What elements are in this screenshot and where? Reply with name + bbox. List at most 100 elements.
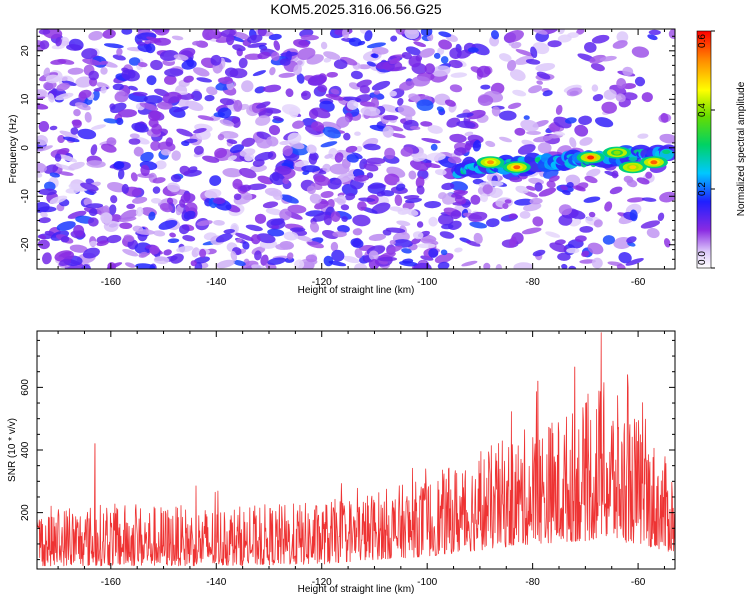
heatmap-cell-noise-196 [234,31,250,40]
heatmap-cell-noise-955 [386,245,403,253]
heatmap-cell-noise-586 [646,227,660,239]
heatmap-cell-noise-659 [176,245,194,253]
heatmap-cell-noise-1039 [615,93,626,103]
heatmap-cell-noise-145 [125,262,136,268]
heatmap-cell-noise-1071 [438,31,452,38]
heatmap-cell-noise-1142 [509,176,523,183]
heatmap-cell-noise-1208 [272,115,283,122]
heatmap-cell-noise-794 [648,29,661,36]
heatmap-cell-noise-1138 [482,184,493,195]
heatmap-cell-noise-973 [565,117,577,124]
heatmap-cell-noise-533 [324,153,334,159]
heatmap-cell-noise-495 [293,234,313,242]
heatmap-cell-noise-199 [578,115,592,126]
heatmap-cell-noise-880 [451,190,468,198]
heatmap-cell-noise-939 [255,115,271,126]
heatmap-cell-noise-824 [401,209,410,215]
heatmap-cell-noise-224 [576,29,585,35]
heatmap-cell-noise-1108 [512,89,527,97]
heatmap-cell-noise-1076 [226,138,238,145]
heatmap-cell-noise-783 [439,231,455,239]
heatmap-cell-noise-1209 [121,69,140,82]
heatmap-cell-noise-383 [86,160,106,168]
heatmap-cell-noise-1112 [323,214,332,226]
heatmap-cell-noise-991 [159,50,179,61]
heatmap-cell-noise-928 [400,146,414,157]
heatmap-cell-noise-956 [575,235,587,243]
heatmap-cell-noise-1183 [287,132,302,144]
heatmap-cell-noise-871 [485,140,496,148]
heatmap-peak-2 [576,151,605,164]
heatmap-cell-noise-931 [592,93,604,102]
heatmap-cell-noise-112 [269,66,276,76]
heatmap-cell-noise-209 [574,124,589,137]
heatmap-cell-noise-1102 [183,210,196,220]
heatmap-cell-noise-303 [247,42,267,48]
heatmap-cell-noise-559 [357,64,371,70]
heatmap-cell-noise-1034 [368,258,380,269]
heatmap-cell-noise-1195 [230,250,238,262]
heatmap-cell-noise-448 [561,263,568,269]
heatmap-cell-noise-522 [532,249,546,257]
heatmap-cell-noise-1158 [223,229,235,234]
heatmap-cell-noise-977 [354,248,363,259]
heatmap-cell-noise-278 [193,67,210,77]
heatmap-cell-noise-556 [590,63,605,72]
heatmap-cell-noise-863 [185,202,198,214]
snr-y-tick-label: 200 [20,504,31,521]
snr-y-ticks: 200 400 600 [20,339,675,561]
heatmap-cell-noise-923 [366,157,386,165]
heatmap-cell-noise-384 [213,219,225,226]
heatmap-cell-noise-566 [176,128,193,137]
heatmap-cell-noise-1212 [520,119,539,132]
heatmap-cell-noise-208 [523,115,530,121]
heatmap-cell-noise-1001 [301,90,311,101]
heatmap-cell-noise-1106 [346,99,359,111]
heatmap-cell-noise-895 [55,36,62,47]
heatmap-cell-noise-1011 [358,197,376,202]
heatmap-cell-noise-718 [153,230,166,237]
heatmap-cell-noise-874 [659,191,675,203]
spectrogram-x-tick-label: -120 [312,277,332,288]
heatmap-cell-noise-603 [433,52,441,59]
heatmap-cell-noise-790 [204,94,215,102]
heatmap-cell-noise-808 [424,200,442,209]
heatmap-cell-noise-964 [170,174,182,183]
heatmap-cell-noise-466 [116,48,123,56]
heatmap-cell-noise-1151 [85,203,104,209]
heatmap-cell-noise-1137 [275,243,294,251]
heatmap-cell-noise-398 [185,100,204,111]
heatmap-cell-noise-104 [42,252,52,265]
heatmap-cell-noise-655 [128,57,141,66]
heatmap-cell-noise-487 [247,183,267,191]
heatmap-cell-noise-437 [322,163,332,173]
spectrogram-y-tick-label: 10 [20,93,31,105]
heatmap-cell-noise-526 [477,94,494,106]
heatmap-cell-noise-856 [385,227,406,233]
spectrogram-y-tick-label: 0 [20,145,31,151]
heatmap-cell-noise-1150 [100,86,107,94]
heatmap-cell-noise-738 [102,205,110,213]
heatmap-cell-noise-787 [126,203,136,210]
heatmap-cell-noise-819 [146,75,157,86]
heatmap-cell-noise-85 [413,41,427,47]
heatmap-cell-noise-591 [371,53,379,59]
heatmap-cell-noise-647 [371,80,391,91]
heatmap-cell-noise-875 [199,248,207,258]
heatmap-cell-noise-546 [529,197,543,205]
heatmap-cell-noise-763 [274,165,292,176]
heatmap-cell-noise-776 [239,148,256,157]
spectrogram-x-tick-label: -100 [417,277,437,288]
heatmap-cell-noise-968 [208,29,220,39]
heatmap-cell-noise-65 [595,117,614,128]
heatmap-cell-noise-631 [581,250,590,257]
heatmap-cell-noise-845 [449,47,462,60]
heatmap-cell-noise-771 [566,247,580,254]
heatmap-cell-noise-959 [287,204,307,214]
heatmap-cell-noise-1133 [548,175,560,182]
heatmap-cell-noise-814 [254,151,274,162]
heatmap-cell-noise-173 [514,198,534,206]
heatmap-cell-noise-613 [103,43,124,49]
heatmap-cell-noise-223 [473,232,483,244]
